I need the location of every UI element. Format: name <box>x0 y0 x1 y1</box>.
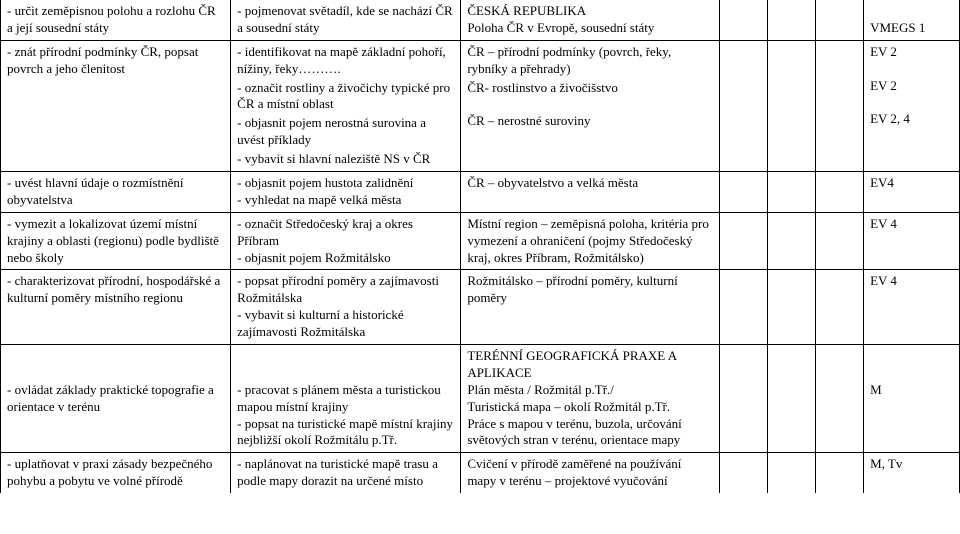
cell: - určit zeměpisnou polohu a rozlohu ČR a… <box>1 0 231 40</box>
text: Poloha ČR v Evropě, sousední státy <box>467 20 713 37</box>
cell <box>816 212 864 270</box>
curriculum-table: - určit zeměpisnou polohu a rozlohu ČR a… <box>0 0 960 493</box>
text: - označit rostliny a živočichy typické p… <box>237 80 454 114</box>
text: ČESKÁ REPUBLIKA <box>467 3 713 20</box>
text: M <box>870 382 953 399</box>
cell: - pracovat s plánem města a turistickou … <box>231 345 461 453</box>
cell: - ovládat základy praktické topografie a… <box>1 345 231 453</box>
cell: EV4 <box>864 172 960 213</box>
cell: - uvést hlavní údaje o rozmístnění obyva… <box>1 172 231 213</box>
cell <box>816 270 864 345</box>
cell: M, Tv <box>864 453 960 493</box>
cell: Cvičení v přírodě zaměřené na používání … <box>461 453 720 493</box>
cell <box>768 453 816 493</box>
cell: Rožmitálsko – přírodní poměry, kulturní … <box>461 270 720 345</box>
text: - vybavit si hlavní naleziště NS v ČR <box>237 151 454 168</box>
cell: EV 4 <box>864 270 960 345</box>
cell: M <box>864 345 960 453</box>
cell: - popsat přírodní poměry a zajímavosti R… <box>231 270 461 345</box>
text: EV 2, 4 <box>870 111 953 128</box>
text: TERÉNNÍ GEOGRAFICKÁ PRAXE A APLIKACE <box>467 348 713 382</box>
text: - označit Středočeský kraj a okres Příbr… <box>237 216 454 250</box>
cell: - objasnit pojem hustota zalidnění - vyh… <box>231 172 461 213</box>
text: - popsat na turistické mapě místní kraji… <box>237 416 454 450</box>
cell <box>816 40 864 171</box>
cell <box>720 345 768 453</box>
text: Plán města / Rožmitál p.Tř./ <box>467 382 713 399</box>
table-row: - charakterizovat přírodní, hospodářské … <box>1 270 960 345</box>
cell <box>768 172 816 213</box>
text: - vybavit si kulturní a historické zajím… <box>237 307 454 341</box>
cell <box>720 453 768 493</box>
text: - ovládat základy praktické topografie a… <box>7 382 224 416</box>
text: - pracovat s plánem města a turistickou … <box>237 382 454 416</box>
text: ČR – přírodní podmínky (povrch, řeky, ry… <box>467 44 713 78</box>
cell: ČR – přírodní podmínky (povrch, řeky, ry… <box>461 40 720 171</box>
cell <box>768 212 816 270</box>
cell: - označit Středočeský kraj a okres Příbr… <box>231 212 461 270</box>
cell <box>720 0 768 40</box>
cell <box>720 172 768 213</box>
text: - identifikovat na mapě základní pohoří,… <box>237 44 454 78</box>
cell <box>720 40 768 171</box>
cell: EV 2 EV 2 EV 2, 4 <box>864 40 960 171</box>
cell: ČR – obyvatelstvo a velká města <box>461 172 720 213</box>
text: Práce s mapou v terénu, buzola, určování… <box>467 416 713 450</box>
cell <box>720 212 768 270</box>
text: VMEGS 1 <box>870 20 953 37</box>
table-row: - uvést hlavní údaje o rozmístnění obyva… <box>1 172 960 213</box>
cell <box>720 270 768 345</box>
text: EV 2 <box>870 44 953 61</box>
cell <box>816 172 864 213</box>
text: - objasnit pojem Rožmitálsko <box>237 250 454 267</box>
cell: - uplatňovat v praxi zásady bezpečného p… <box>1 453 231 493</box>
text: EV 2 <box>870 78 953 95</box>
cell <box>768 0 816 40</box>
text: - popsat přírodní poměry a zajímavosti R… <box>237 273 454 307</box>
table-row: - ovládat základy praktické topografie a… <box>1 345 960 453</box>
table-row: - znát přírodní podmínky ČR, popsat povr… <box>1 40 960 171</box>
text: ČR- rostlinstvo a živočišstvo <box>467 80 713 97</box>
text: ČR – nerostné suroviny <box>467 113 713 130</box>
text: - objasnit pojem hustota zalidnění <box>237 175 454 192</box>
cell: - identifikovat na mapě základní pohoří,… <box>231 40 461 171</box>
cell <box>768 345 816 453</box>
cell: Místní region – zeměpisná poloha, kritér… <box>461 212 720 270</box>
cell: - znát přírodní podmínky ČR, popsat povr… <box>1 40 231 171</box>
cell <box>816 345 864 453</box>
text: - vyhledat na mapě velká města <box>237 192 454 209</box>
text: Turistická mapa – okolí Rožmitál p.Tř. <box>467 399 713 416</box>
cell: ČESKÁ REPUBLIKA Poloha ČR v Evropě, sous… <box>461 0 720 40</box>
cell <box>768 40 816 171</box>
cell: TERÉNNÍ GEOGRAFICKÁ PRAXE A APLIKACE Plá… <box>461 345 720 453</box>
cell <box>816 0 864 40</box>
cell: EV 4 <box>864 212 960 270</box>
cell: - naplánovat na turistické mapě trasu a … <box>231 453 461 493</box>
cell: - pojmenovat světadíl, kde se nachází ČR… <box>231 0 461 40</box>
text: - objasnit pojem nerostná surovina a uvé… <box>237 115 454 149</box>
cell: VMEGS 1 <box>864 0 960 40</box>
cell: - vymezit a lokalizovat území místní kra… <box>1 212 231 270</box>
cell: - charakterizovat přírodní, hospodářské … <box>1 270 231 345</box>
table-row: - vymezit a lokalizovat území místní kra… <box>1 212 960 270</box>
table-row: - určit zeměpisnou polohu a rozlohu ČR a… <box>1 0 960 40</box>
cell <box>816 453 864 493</box>
cell <box>768 270 816 345</box>
table-row: - uplatňovat v praxi zásady bezpečného p… <box>1 453 960 493</box>
